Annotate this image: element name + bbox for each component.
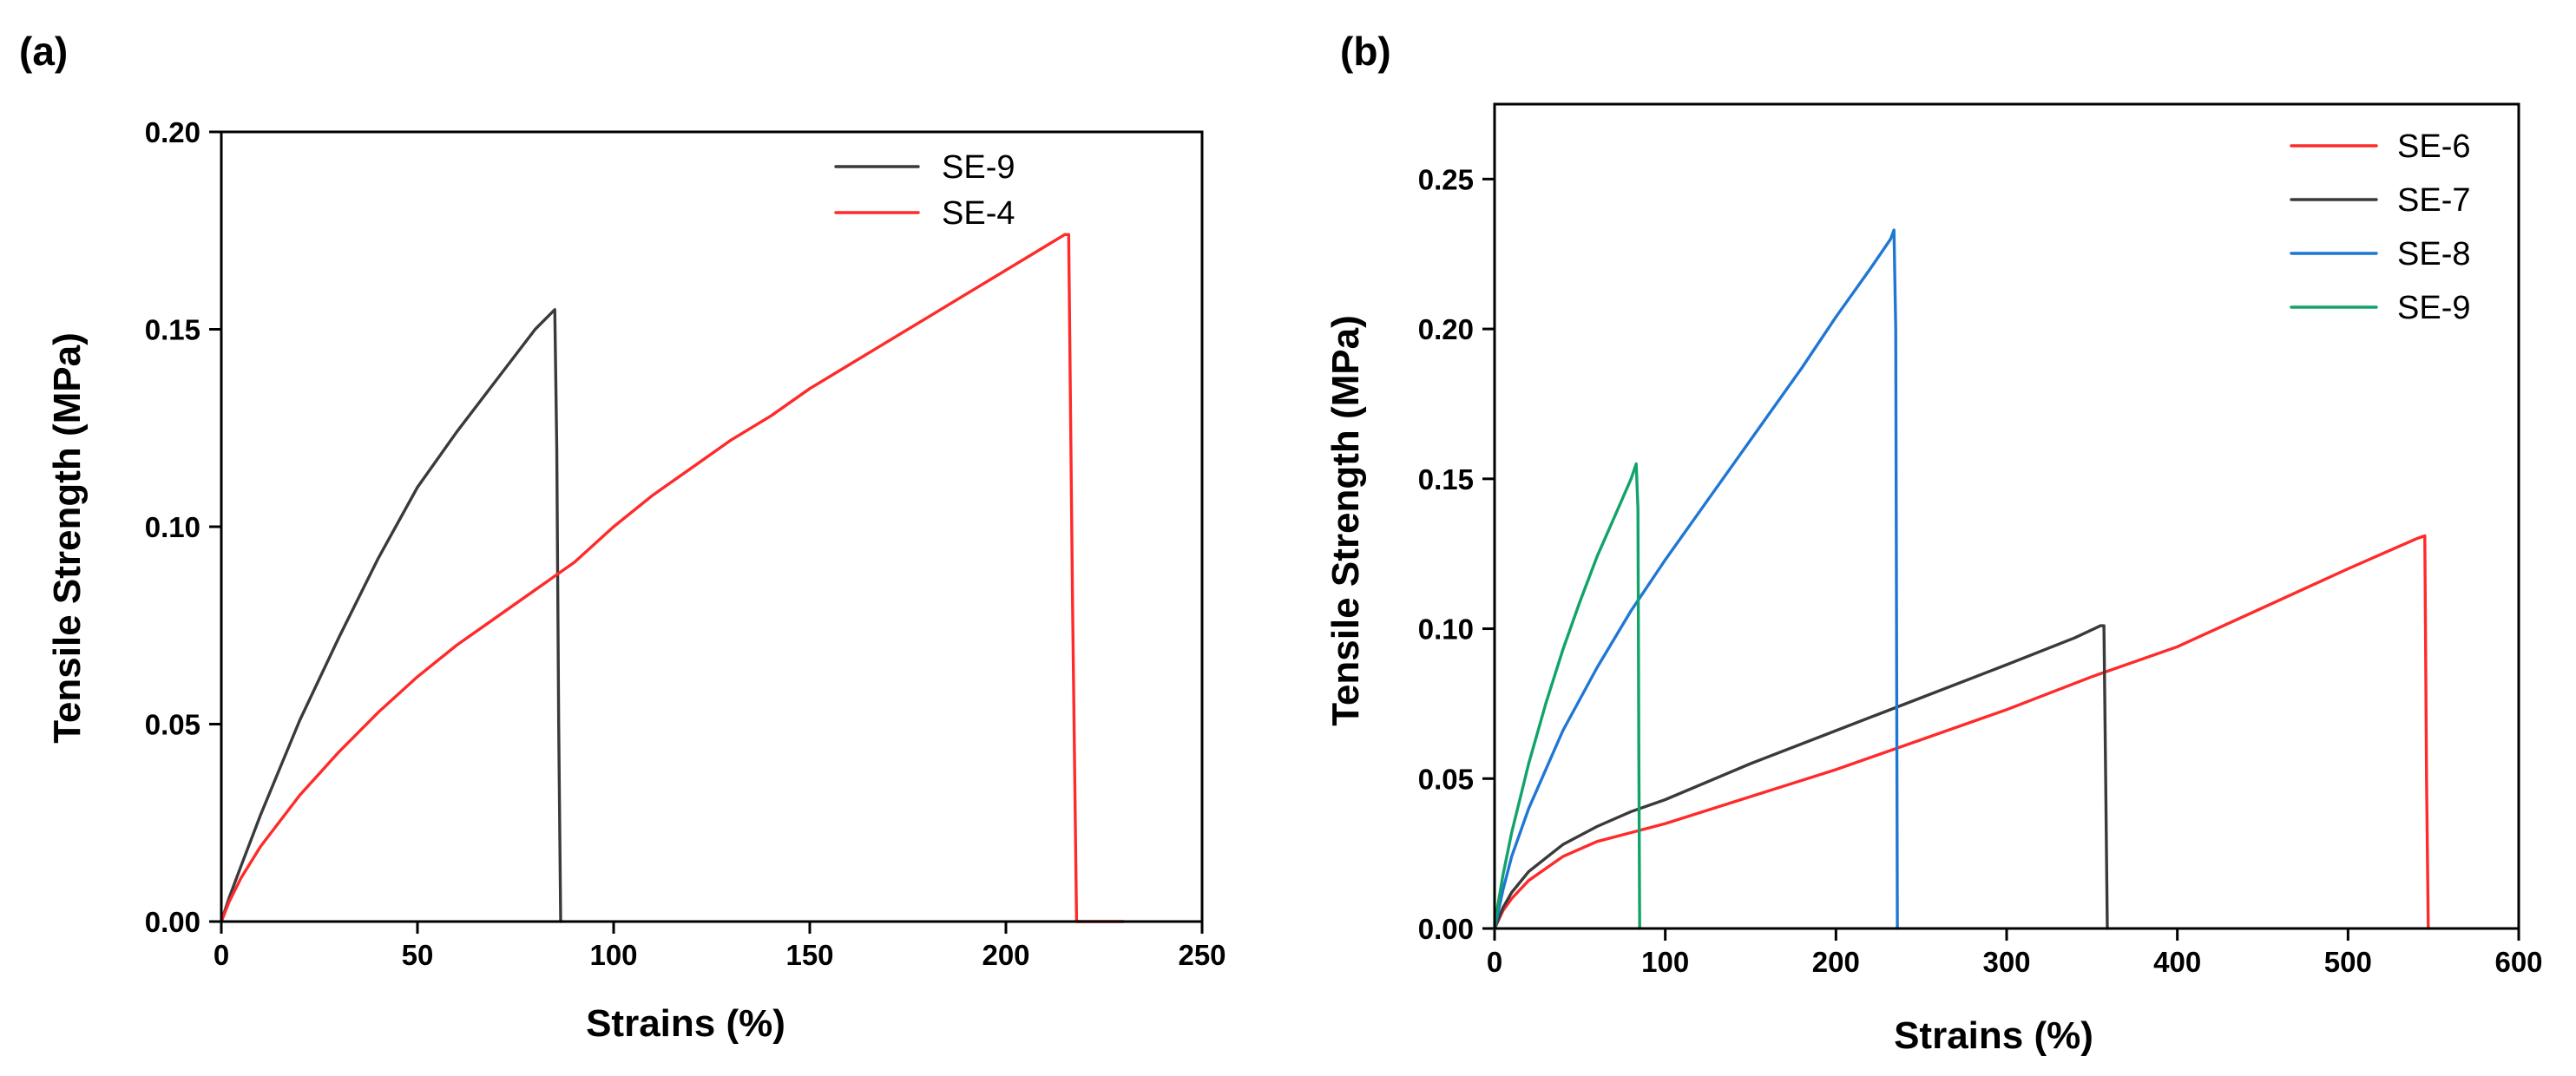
panel-b-legend-label-se-6: SE-6 [2397,128,2470,165]
panel-b-legend-label-se-9: SE-9 [2397,290,2470,326]
panel-a-y-tick-label: 0.05 [145,709,200,741]
panel-b-y-tick-label: 0.20 [1418,313,1474,345]
panel-b-legend-label-se-8: SE-8 [2397,236,2470,272]
panel-b-x-tick-label: 300 [1982,946,2030,978]
panel-b-series-se-9-line [1493,462,1641,930]
panel-a-x-tick-label: 0 [214,939,229,971]
panel-a-axis-frame [220,130,1204,923]
panel-a-y-tick-label: 0.00 [145,906,200,938]
panel-a-x-tick-label: 100 [589,939,637,971]
panel-b-series-se-6-line [1493,534,2430,930]
panel-b-x-tick-label: 400 [2153,946,2201,978]
panel-a-x-tick-label: 250 [1178,939,1226,971]
panel-b-y-tick-label: 0.00 [1418,913,1474,945]
panel-b-y-tick-label: 0.15 [1418,463,1474,495]
panel-a-y-tick-label: 0.15 [145,314,200,346]
panel-b-x-tick-label: 600 [2494,946,2542,978]
panel-a-legend-label-se-4: SE-4 [942,195,1015,232]
panel-a-legend: SE-9 SE-4 [834,149,1015,232]
panel-b-legend: SE-6 SE-7 SE-8 SE-9 [2290,128,2470,326]
panel-b-y-tick-label: 0.05 [1418,763,1474,795]
panel-b-x-tick-label: 0 [1487,946,1502,978]
panel-a-y-tick-label: 0.10 [145,511,200,543]
panel-b-axis-frame [1493,102,2520,930]
panel-b-x-axis-title: Strains (%) [1894,1014,2093,1057]
panel-a-series-se-4-line [220,233,1126,923]
panel-b-y-tick-label: 0.25 [1418,163,1474,195]
panel-b-y-axis-title: Tensile Strength (MPa) [1324,315,1367,725]
panel-a-x-tick-label: 150 [785,939,833,971]
panel-b-series-se-8-line [1493,228,1899,930]
panel-a-series-se-9-line [220,308,562,923]
panel-b-series [1493,228,2430,930]
panel-b-ticks: 0 100 200 300 400 500 600 0.00 0.05 0.10 0.15 0.20 0… [1418,163,2543,978]
panel-b-label: (b) [1340,29,1391,74]
panel-a-x-tick-label: 200 [982,939,1029,971]
panel-a-x-axis-title: Strains (%) [586,1002,785,1045]
panel-a-y-axis-title: Tensile Strength (MPa) [46,332,89,743]
panel-a-x-tick-label: 50 [402,939,434,971]
panel-a-label: (a) [19,29,68,74]
panel-b-x-tick-label: 500 [2324,946,2372,978]
panel-b-legend-label-se-7: SE-7 [2397,182,2470,219]
panel-a-series [220,233,1126,923]
panel-b-x-tick-label: 200 [1812,946,1860,978]
panel-a-ticks: 0 50 100 150 200 250 0.00 0.05 0.10 0.15 0.20 [145,116,1226,971]
panel-b: (b) 0 100 200 300 400 500 6000.000.050.100.150… [1324,29,2543,1057]
panel-a-y-tick-label: 0.20 [145,116,200,148]
panel-b-y-tick-label: 0.10 [1418,613,1474,646]
panel-a: (a) 0 50 100 150 200 2500.000.050.100.150.20 … [19,29,1226,1045]
panel-b-x-tick-label: 100 [1641,946,1689,978]
panel-b-series-se-7-line [1493,624,2109,930]
panel-a-legend-label-se-9: SE-9 [942,149,1015,186]
